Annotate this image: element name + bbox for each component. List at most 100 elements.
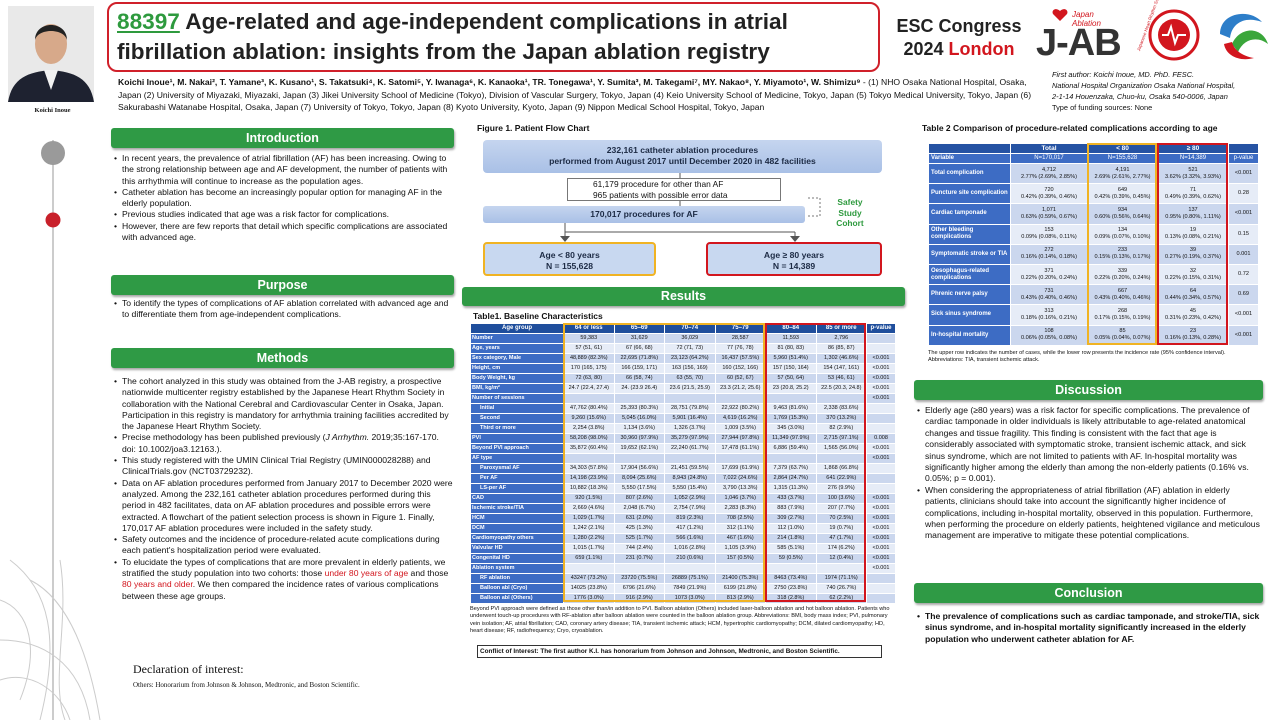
table-cell: 21,451 (59.5%) bbox=[664, 463, 716, 474]
bullet: This study registered with the UMIN Clin… bbox=[113, 455, 455, 478]
table-cell: 174 (6.2%) bbox=[815, 543, 867, 554]
table-row: Number of sessions <0.001 bbox=[470, 393, 896, 404]
table-cell: 5,901 (16.4%) bbox=[664, 413, 716, 424]
table-cell: 883 (7.9%) bbox=[765, 503, 817, 514]
table-cell: 1,302 (46.6%) bbox=[815, 353, 867, 364]
p-value: <0.001 bbox=[866, 383, 896, 394]
case-count: 108 bbox=[1044, 328, 1054, 335]
table-footnote: Beyond PVI approach were defined as thos… bbox=[470, 606, 890, 635]
cohort-label: Safety Study Cohort bbox=[836, 197, 864, 228]
incidence-rate: 0.15% (0.13%, 0.17%) bbox=[1094, 254, 1151, 261]
case-count: 667 bbox=[1117, 287, 1128, 294]
row-label: Other bleeding complications bbox=[928, 223, 1011, 245]
incidence-rate: 0.16% (0.13%, 0.28%) bbox=[1165, 335, 1221, 342]
congress-name: ESC Congress bbox=[896, 16, 1022, 36]
table-cell: 82 (2.9%) bbox=[815, 423, 867, 434]
table-cell: 2,283 (8.3%) bbox=[714, 503, 766, 514]
p-value: <0.001 bbox=[1228, 324, 1259, 346]
table-cell: 14025 (23.8%) bbox=[563, 583, 615, 594]
table-cell: 11,349 (97.9%) bbox=[765, 433, 817, 444]
table-cell: 339 0.22% (0.20%, 0.24%) bbox=[1087, 263, 1158, 286]
table-cell: 35,872 (60.4%) bbox=[563, 443, 615, 454]
table-cell: 731 0.43% (0.40%, 0.46%) bbox=[1010, 284, 1088, 306]
table-cell bbox=[765, 453, 817, 464]
table-cell: 58,208 (98.0%) bbox=[563, 433, 615, 444]
table-cell: 22,240 (61.7%) bbox=[664, 443, 716, 454]
table-cell: 819 (2.3%) bbox=[664, 513, 716, 524]
case-count: 134 bbox=[1117, 227, 1128, 234]
table-row: Body Weight, kg 72 (63, 80) 66 (58, 74) 63 … bbox=[470, 373, 896, 384]
bullet-list: The prevalence of complications such as … bbox=[916, 611, 1263, 645]
row-label: Beyond PVI approach bbox=[470, 443, 564, 454]
table-row: Sick sinus syndrome 313 0.18% (0.16%, 0.21… bbox=[928, 304, 1259, 326]
table-cell: 23.3 (21.2, 25.6) bbox=[714, 383, 766, 394]
table-cell: 566 (1.6%) bbox=[664, 533, 716, 544]
table-cell: 1,046 (3.7%) bbox=[714, 493, 766, 504]
table-cell: 43247 (73.2%) bbox=[563, 573, 615, 584]
table-cell: 71 0.49% (0.39%, 0.62%) bbox=[1157, 183, 1229, 205]
row-label: Puncture site complication bbox=[928, 183, 1011, 205]
bullet: Data on AF ablation procedures performed… bbox=[113, 478, 455, 534]
table-cell bbox=[664, 453, 716, 464]
table-cell: 70 (2.5%) bbox=[815, 513, 867, 524]
row-label: AF type bbox=[470, 453, 564, 464]
table-cell: 2,048 (6.7%) bbox=[613, 503, 665, 514]
society-logo bbox=[1220, 13, 1268, 60]
table-cell bbox=[563, 563, 615, 574]
table-cell bbox=[714, 393, 766, 404]
flow-under80: Age < 80 years N = 155,628 bbox=[483, 242, 656, 276]
column-header: 70–74 bbox=[664, 323, 716, 334]
complication-table: Total < 80 ≥ 80 Variable N=170,017 N=155,628 N… bbox=[928, 143, 1259, 346]
table-cell: 2,254 (3.8%) bbox=[563, 423, 615, 434]
flow-excluded: 61,179 procedure for other than AF 965 p… bbox=[567, 178, 781, 201]
incidence-rate: 0.42% (0.39%, 0.46%) bbox=[1021, 193, 1077, 200]
baseline-table: Age group 64 or less 65–69 70–74 75–79 80–84 8… bbox=[470, 323, 896, 604]
table-row: Balloon abl (Cryo) 14025 (23.8%) 6796 (21.… bbox=[470, 583, 896, 594]
jab-text: J-AB bbox=[1036, 22, 1122, 64]
flow-text: 232,161 catheter ablation procedures bbox=[606, 145, 759, 155]
flow-text: performed from August 2017 until Decembe… bbox=[549, 156, 816, 166]
table-cell: 1,134 (3.6%) bbox=[613, 423, 665, 434]
table-cell: 7,022 (24.6%) bbox=[714, 473, 766, 484]
table-cell: 72 (63, 80) bbox=[563, 373, 615, 384]
p-value bbox=[866, 333, 896, 344]
table-note: The upper row indicates the number of ca… bbox=[928, 350, 1226, 364]
table-cell: 24.7 (22.4, 27.4) bbox=[563, 383, 615, 394]
table-cell: 134 0.09% (0.07%, 0.10%) bbox=[1087, 223, 1158, 245]
row-label: In-hospital mortality bbox=[928, 324, 1011, 346]
table-cell: 207 (7.7%) bbox=[815, 503, 867, 514]
table-cell: 35,279 (97.9%) bbox=[664, 433, 716, 444]
table-cell: 720 0.42% (0.39%, 0.46%) bbox=[1010, 183, 1088, 205]
table-cell: 1073 (3.0%) bbox=[664, 593, 716, 604]
incidence-rate: 0.05% (0.04%, 0.07%) bbox=[1094, 335, 1151, 342]
case-count: 720 bbox=[1044, 186, 1054, 193]
row-label: Sick sinus syndrome bbox=[928, 304, 1011, 326]
incidence-rate: 0.17% (0.15%, 0.19%) bbox=[1094, 314, 1151, 321]
table-row: BMI, kg/m² 24.7 (22.4, 27.4) 24. (23.9 26.… bbox=[470, 383, 896, 394]
subheader-cell: N=14,389 bbox=[1157, 153, 1229, 164]
row-label: Sex category, Male bbox=[470, 353, 564, 364]
table-cell: 67 (66, 68) bbox=[613, 343, 665, 354]
case-count: 39 bbox=[1189, 247, 1197, 254]
case-count: 153 bbox=[1044, 227, 1054, 234]
header-row: Age group 64 or less 65–69 70–74 75–79 80–84 8… bbox=[470, 323, 896, 334]
table-cell: 163 (156, 169) bbox=[664, 363, 716, 374]
declaration-heading: Declaration of interest: bbox=[133, 662, 244, 676]
table-cell: 16,437 (57.5%) bbox=[714, 353, 766, 364]
row-label: Congenital HD bbox=[470, 553, 564, 564]
p-value bbox=[866, 343, 896, 354]
bullet-segment: Precise methodology has been published p… bbox=[122, 432, 326, 443]
table-cell: 425 (1.3%) bbox=[613, 523, 665, 534]
p-value: 0.008 bbox=[866, 433, 896, 444]
table-cell: 1,015 (1.7%) bbox=[563, 543, 615, 554]
p-value: <0.001 bbox=[1228, 162, 1259, 185]
table-cell: 32 0.22% (0.15%, 0.31%) bbox=[1157, 263, 1229, 286]
row-label: Per AF bbox=[470, 473, 564, 484]
table-cell: 19 0.13% (0.08%, 0.21%) bbox=[1157, 223, 1229, 245]
table-cell: 6199 (21.8%) bbox=[714, 583, 766, 594]
first-author-info: First author: Koichi Inoue, MD. PhD. FES… bbox=[1052, 69, 1280, 113]
table-cell: 154 (147, 161) bbox=[815, 363, 867, 374]
incidence-rate: 0.44% (0.34%, 0.57%) bbox=[1165, 294, 1221, 301]
table-cell: 313 0.18% (0.16%, 0.21%) bbox=[1010, 304, 1088, 326]
column-header: Age group bbox=[470, 323, 564, 334]
